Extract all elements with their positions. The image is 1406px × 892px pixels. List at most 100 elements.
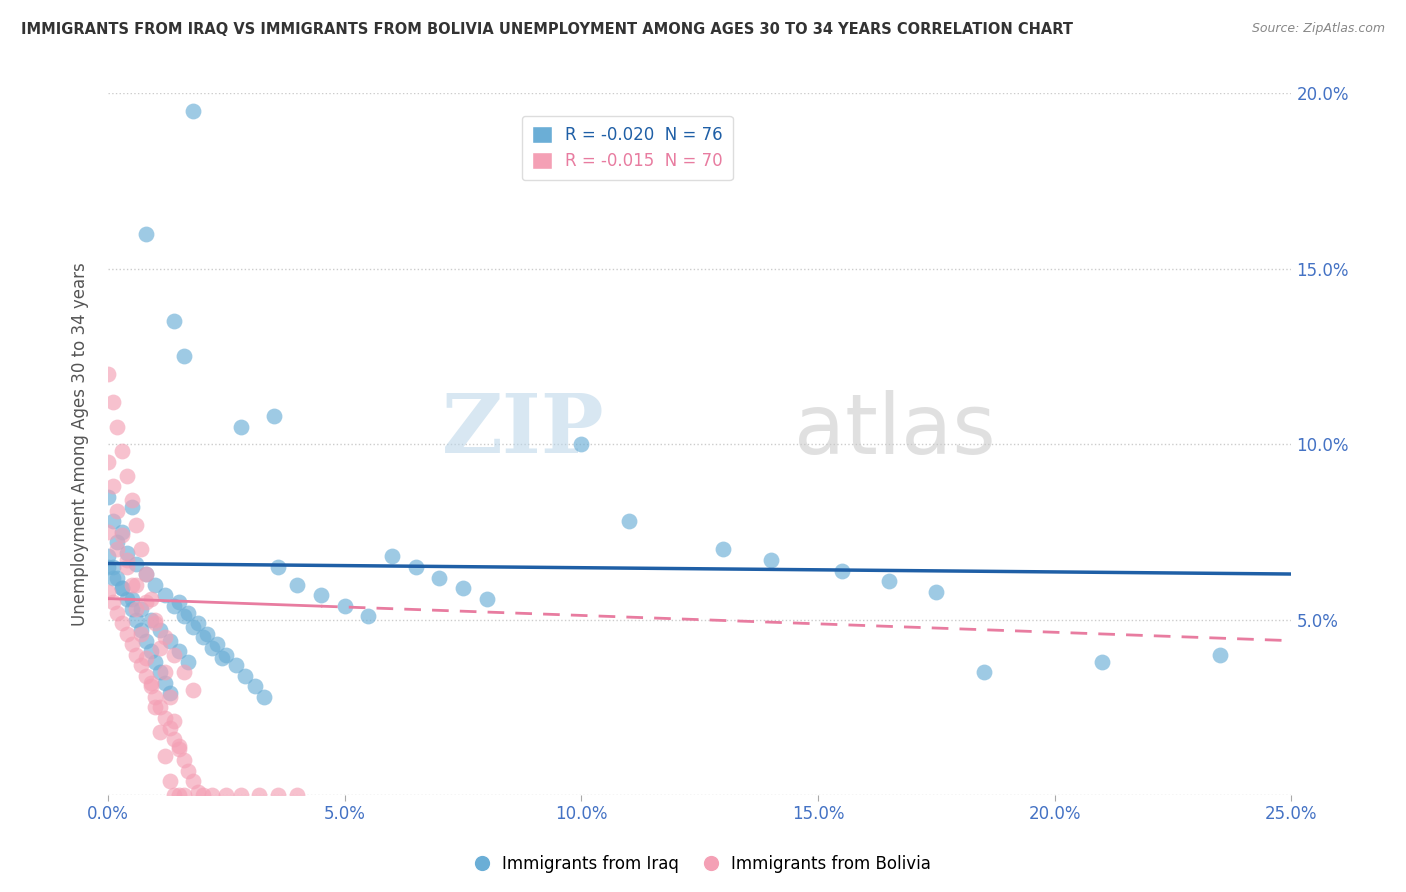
Point	[205, 637, 228, 651]
Point	[121, 577, 143, 591]
Point	[125, 602, 148, 616]
Point	[249, 788, 271, 802]
Point	[121, 637, 143, 651]
Point	[129, 602, 152, 616]
Point	[125, 613, 148, 627]
Point	[201, 788, 224, 802]
Point	[215, 788, 238, 802]
Text: Source: ZipAtlas.com: Source: ZipAtlas.com	[1251, 22, 1385, 36]
Point	[1091, 655, 1114, 669]
Point	[143, 655, 166, 669]
Point	[267, 560, 290, 574]
Point	[405, 560, 427, 574]
Point	[121, 500, 143, 515]
Point	[191, 788, 214, 802]
Point	[115, 468, 138, 483]
Point	[225, 658, 247, 673]
Point	[177, 655, 200, 669]
Point	[97, 584, 120, 599]
Point	[97, 490, 120, 504]
Point	[97, 367, 120, 381]
Point	[107, 606, 129, 620]
Point	[97, 455, 120, 469]
Point	[167, 739, 190, 753]
Point	[125, 577, 148, 591]
Point	[197, 626, 219, 640]
Point	[215, 648, 238, 662]
Point	[139, 675, 162, 690]
Point	[111, 581, 134, 595]
Point	[111, 528, 134, 542]
Point	[1209, 648, 1232, 662]
Point	[211, 651, 233, 665]
Point	[309, 588, 332, 602]
Point	[129, 626, 152, 640]
Point	[125, 517, 148, 532]
Point	[129, 623, 152, 637]
Point	[153, 711, 176, 725]
Point	[159, 774, 181, 789]
Point	[115, 546, 138, 560]
Point	[135, 651, 157, 665]
Point	[97, 524, 120, 539]
Point	[121, 602, 143, 616]
Point	[333, 599, 356, 613]
Point	[149, 725, 172, 739]
Point	[427, 570, 450, 584]
Point	[181, 103, 204, 118]
Point	[167, 644, 190, 658]
Point	[173, 609, 195, 624]
Point	[111, 616, 134, 631]
Point	[475, 591, 498, 606]
Point	[121, 591, 143, 606]
Point	[129, 658, 152, 673]
Point	[115, 591, 138, 606]
Point	[713, 542, 735, 557]
Point	[187, 784, 209, 798]
Point	[285, 577, 308, 591]
Point	[159, 722, 181, 736]
Point	[159, 690, 181, 704]
Point	[135, 567, 157, 582]
Point	[253, 690, 276, 704]
Point	[139, 644, 162, 658]
Point	[107, 542, 129, 557]
Legend: Immigrants from Iraq, Immigrants from Bolivia: Immigrants from Iraq, Immigrants from Bo…	[468, 848, 938, 880]
Point	[107, 570, 129, 584]
Point	[163, 648, 186, 662]
Point	[143, 690, 166, 704]
Point	[451, 581, 474, 595]
Point	[177, 606, 200, 620]
Point	[163, 314, 186, 328]
Point	[153, 749, 176, 764]
Point	[877, 574, 900, 588]
Point	[139, 613, 162, 627]
Point	[149, 700, 172, 714]
Point	[129, 542, 152, 557]
Point	[229, 788, 252, 802]
Point	[759, 553, 782, 567]
Point	[135, 633, 157, 648]
Point	[111, 581, 134, 595]
Point	[191, 630, 214, 644]
Point	[149, 665, 172, 680]
Point	[201, 640, 224, 655]
Point	[173, 665, 195, 680]
Point	[159, 633, 181, 648]
Point	[135, 669, 157, 683]
Point	[285, 788, 308, 802]
Point	[381, 549, 404, 564]
Point	[569, 437, 592, 451]
Point	[163, 731, 186, 746]
Point	[115, 553, 138, 567]
Y-axis label: Unemployment Among Ages 30 to 34 years: Unemployment Among Ages 30 to 34 years	[72, 262, 89, 626]
Point	[159, 686, 181, 700]
Point	[229, 419, 252, 434]
Text: atlas: atlas	[794, 390, 997, 471]
Point	[181, 682, 204, 697]
Point	[163, 788, 186, 802]
Point	[107, 504, 129, 518]
Point	[617, 515, 640, 529]
Point	[139, 591, 162, 606]
Point	[263, 409, 285, 424]
